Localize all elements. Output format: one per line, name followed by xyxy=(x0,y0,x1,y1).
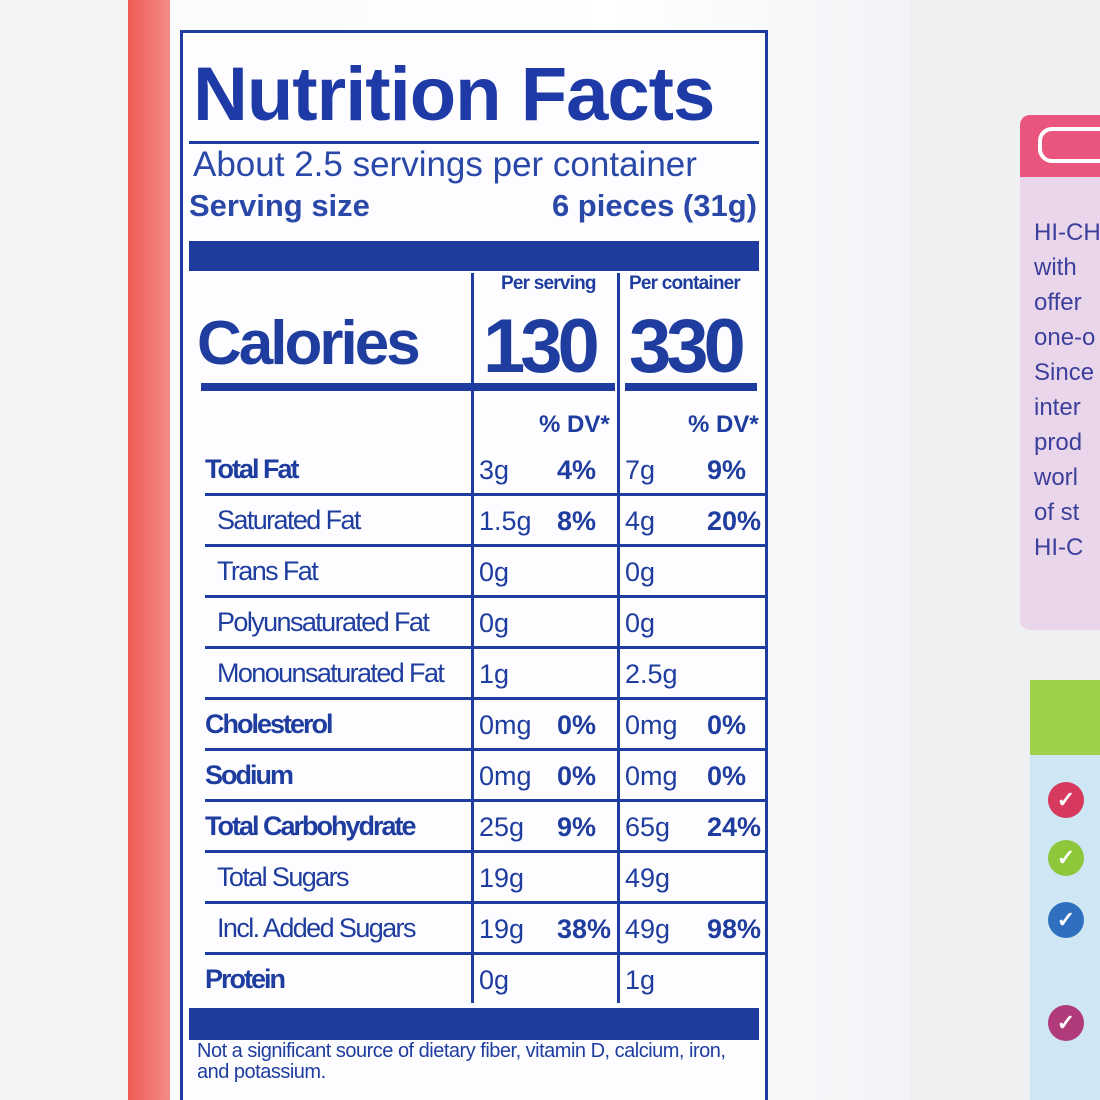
nutrient-row: Total Fat 3g 4% 7g 9% xyxy=(205,445,765,496)
nutrient-row: Total Carbohydrate 25g 9% 65g 24% xyxy=(205,802,765,853)
amount-per-serving: 19g xyxy=(479,914,525,944)
check-icon: ✓ xyxy=(1048,902,1084,938)
background xyxy=(0,0,140,1100)
amount-per-container: 49g xyxy=(625,863,671,893)
amount-per-container: 65g xyxy=(625,812,671,842)
nutrient-name: Saturated Fat xyxy=(217,505,361,535)
features-panel-header xyxy=(1030,680,1100,755)
amount-per-serving: 0g xyxy=(479,608,510,638)
calories-divider xyxy=(201,383,615,391)
info-panel-header xyxy=(1020,115,1100,177)
amount-per-serving: 0g xyxy=(479,557,510,587)
nutrient-row: Protein 0g 1g xyxy=(205,955,765,1006)
amount-per-serving: 3g xyxy=(479,455,510,485)
nutrient-name: Total Fat xyxy=(205,454,299,484)
calories-divider xyxy=(625,383,757,391)
dv-header-serving: % DV* xyxy=(539,411,610,438)
dv-per-serving: 0% xyxy=(557,761,597,791)
amount-per-serving: 0mg xyxy=(479,761,532,791)
nutrient-name: Total Carbohydrate xyxy=(205,811,417,841)
amount-per-container: 0g xyxy=(625,557,656,587)
amount-per-serving: 19g xyxy=(479,863,525,893)
label-title: Nutrition Facts xyxy=(193,52,715,137)
nutrient-name: Cholesterol xyxy=(205,709,334,739)
nutrient-name: Monounsaturated Fat xyxy=(217,658,445,688)
nutrient-row: Incl. Added Sugars 19g 38% 49g 98% xyxy=(205,904,765,955)
check-icon: ✓ xyxy=(1048,782,1084,818)
nutrition-facts-label: Nutrition Facts About 2.5 servings per c… xyxy=(180,30,768,1100)
amount-per-container: 0mg xyxy=(625,710,678,740)
per-serving-header: Per serving xyxy=(501,273,597,294)
nutrient-row: Sodium 0mg 0% 0mg 0% xyxy=(205,751,765,802)
nutrient-name: Polyunsaturated Fat xyxy=(217,607,430,637)
column-divider xyxy=(617,273,620,1003)
info-panel-text: HI-CH with offer one-o Since inter prod … xyxy=(1034,219,1100,561)
dv-per-container: 24% xyxy=(707,812,762,842)
dv-per-container: 20% xyxy=(707,506,762,536)
amount-per-container: 0g xyxy=(625,608,656,638)
amount-per-container: 0mg xyxy=(625,761,678,791)
nutrient-name: Incl. Added Sugars xyxy=(217,913,416,943)
column-divider xyxy=(471,273,474,1003)
nutrient-row: Cholesterol 0mg 0% 0mg 0% xyxy=(205,700,765,751)
amount-per-container: 2.5g xyxy=(625,659,678,689)
dv-per-container: 0% xyxy=(707,761,747,791)
amount-per-serving: 1g xyxy=(479,659,510,689)
serving-size-label: Serving size xyxy=(189,188,370,223)
calories-per-serving: 130 xyxy=(483,304,600,389)
amount-per-container: 4g xyxy=(625,506,656,536)
check-icon: ✓ xyxy=(1048,1005,1084,1041)
dv-per-serving: 4% xyxy=(557,455,597,485)
footnote: Not a significant source of dietary fibe… xyxy=(197,1040,726,1083)
thick-divider xyxy=(189,241,759,271)
nutrient-name: Protein xyxy=(205,964,286,994)
amount-per-container: 7g xyxy=(625,455,656,485)
dv-per-serving: 9% xyxy=(557,812,597,842)
dv-header-container: % DV* xyxy=(688,411,759,438)
dv-per-serving: 0% xyxy=(557,710,597,740)
amount-per-serving: 1.5g xyxy=(479,506,532,536)
nutrient-row: Trans Fat 0g 0g xyxy=(205,547,765,598)
dv-per-container: 0% xyxy=(707,710,747,740)
nutrient-row: Total Sugars 19g 49g xyxy=(205,853,765,904)
nutrient-rows: Total Fat 3g 4% 7g 9% Saturated Fat 1.5g … xyxy=(205,445,765,1006)
divider xyxy=(189,141,759,144)
info-panel xyxy=(1020,115,1100,630)
nutrient-name: Total Sugars xyxy=(217,862,349,892)
calories-label: Calories xyxy=(197,309,421,378)
calories-per-container: 330 xyxy=(629,304,746,389)
amount-per-serving: 0mg xyxy=(479,710,532,740)
amount-per-serving: 0g xyxy=(479,965,510,995)
per-container-header: Per container xyxy=(629,273,741,294)
check-icon: ✓ xyxy=(1048,840,1084,876)
serving-size: Serving size 6 pieces (31g) xyxy=(189,188,757,224)
dv-per-container: 98% xyxy=(707,914,762,944)
dv-per-serving: 8% xyxy=(557,506,597,536)
serving-size-value: 6 pieces (31g) xyxy=(551,188,757,223)
servings-per-container: About 2.5 servings per container xyxy=(193,145,697,184)
dv-per-serving: 38% xyxy=(557,914,612,944)
nutrient-name: Trans Fat xyxy=(217,556,319,586)
amount-per-container: 49g xyxy=(625,914,671,944)
nutrient-row: Monounsaturated Fat 1g 2.5g xyxy=(205,649,765,700)
nutrient-row: Saturated Fat 1.5g 8% 4g 20% xyxy=(205,496,765,547)
amount-per-serving: 25g xyxy=(479,812,525,842)
amount-per-container: 1g xyxy=(625,965,656,995)
nutrient-name: Sodium xyxy=(205,760,294,790)
nutrient-row: Polyunsaturated Fat 0g 0g xyxy=(205,598,765,649)
dv-per-container: 9% xyxy=(707,455,747,485)
bottom-thick-bar xyxy=(189,1008,759,1040)
